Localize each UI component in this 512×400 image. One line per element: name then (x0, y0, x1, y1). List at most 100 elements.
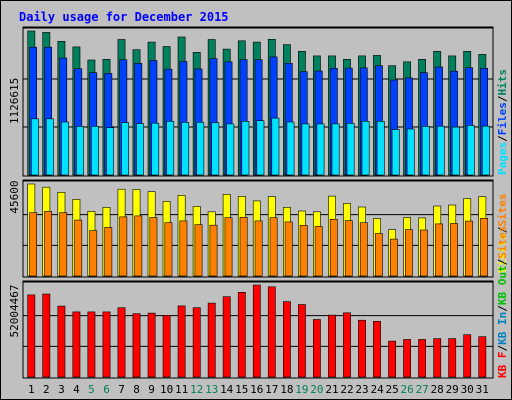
x-tick-label-day-17: 17 (265, 383, 278, 396)
top-bar-pages-day-10 (166, 121, 175, 176)
bottom-bar-kb-f-day-5 (87, 311, 96, 378)
middle-bar-sites-day-14 (224, 217, 233, 277)
x-tick-label-day-9: 9 (148, 383, 155, 396)
bottom-bar-kb-f-day-19 (297, 304, 306, 378)
top-bar-pages-day-28 (436, 125, 445, 176)
bottom-bar-kb-f-day-12 (192, 307, 201, 378)
x-tick-label-day-11: 11 (175, 383, 188, 396)
x-tick-label-day-22: 22 (340, 383, 353, 396)
top-ytick-label: 1126615 (8, 78, 21, 124)
bottom-bar-kb-f-day-31 (478, 336, 487, 378)
legend-sep: / (496, 135, 509, 142)
middle-bar-sites-day-24 (374, 233, 383, 277)
middle-bar-sites-day-17 (269, 217, 278, 277)
bottom-ytick-label: 52004467 (8, 285, 21, 338)
middle-legend: Visits/Sites (496, 194, 509, 274)
x-axis-labels: 1 2 3 4 5 6 7 8 9 10 11 12 13 14 15 16 17 18 19 20 21 22 23 24 2… (28, 383, 489, 396)
legend-visits: Visits (496, 233, 509, 273)
legend-kbf: KB F (496, 352, 509, 379)
x-tick-label-day-20: 20 (310, 383, 323, 396)
x-tick-label-day-7: 7 (118, 383, 125, 396)
legend-sep: / (496, 305, 509, 312)
top-bar-pages-day-27 (421, 126, 430, 176)
x-tick-label-day-2: 2 (43, 383, 50, 396)
x-tick-label-day-16: 16 (250, 383, 263, 396)
bottom-bar-kb-f-day-14 (222, 296, 231, 378)
top-bar-pages-day-12 (196, 122, 205, 176)
top-bar-pages-day-15 (241, 121, 250, 176)
x-tick-label-day-14: 14 (220, 383, 234, 396)
legend-sites: Sites (496, 194, 509, 227)
middle-bar-sites-day-16 (254, 220, 263, 277)
top-bar-pages-day-6 (106, 127, 114, 176)
top-bar-pages-day-20 (316, 123, 325, 176)
top-legend: Pages/Files/Hits (496, 69, 509, 175)
bottom-bar-kb-f-day-2 (42, 293, 51, 378)
top-bar-pages-day-9 (151, 122, 160, 176)
legend-sites-bottom: Sites (496, 226, 509, 259)
top-bar-pages-day-21 (331, 123, 340, 176)
bottom-bar-kb-f-day-11 (177, 305, 186, 378)
x-tick-label-day-19: 19 (295, 383, 308, 396)
top-bar-pages-day-5 (91, 126, 99, 176)
top-bar-pages-day-23 (361, 121, 370, 176)
bottom-bar-kb-f-day-9 (147, 312, 156, 378)
bottom-legend: KB F/KB In/KB Out/Sites (496, 226, 509, 378)
x-tick-label-day-29: 29 (446, 383, 459, 396)
bottom-bar-kb-f-day-15 (237, 291, 246, 378)
x-tick-label-day-6: 6 (103, 383, 110, 396)
top-bar-pages-day-24 (376, 121, 385, 176)
middle-bar-sites-day-29 (450, 223, 458, 277)
middle-bar-sites-day-2 (44, 211, 52, 277)
x-tick-label-day-5: 5 (88, 383, 95, 396)
top-bar-pages-day-29 (451, 126, 460, 176)
top-bar-pages-day-26 (406, 128, 415, 176)
top-bar-pages-day-3 (61, 121, 69, 176)
middle-bar-sites-day-5 (89, 230, 98, 277)
x-tick-label-day-10: 10 (160, 383, 173, 396)
bottom-bar-kb-f-day-4 (72, 311, 81, 378)
bottom-bar-kb-f-day-22 (343, 312, 351, 378)
top-bar-pages-day-13 (211, 122, 220, 176)
bottom-bar-kb-f-day-7 (117, 307, 126, 378)
bottom-bar-kb-f-day-3 (57, 305, 66, 378)
legend-kbout: KB Out (496, 265, 509, 305)
x-tick-label-day-8: 8 (133, 383, 140, 396)
x-tick-label-day-13: 13 (205, 383, 218, 396)
x-tick-label-day-12: 12 (190, 383, 203, 396)
middle-bar-sites-day-9 (149, 217, 158, 277)
x-tick-label-day-15: 15 (235, 383, 248, 396)
x-tick-label-day-1: 1 (28, 383, 35, 396)
x-tick-label-day-4: 4 (73, 383, 80, 396)
middle-bar-sites-day-31 (480, 218, 488, 277)
bottom-bar-kb-f-day-17 (267, 286, 276, 378)
legend-sep: / (496, 258, 509, 265)
middle-bar-sites-day-11 (179, 220, 188, 277)
top-bar-pages-day-30 (466, 125, 475, 176)
x-tick-label-day-30: 30 (461, 383, 474, 396)
middle-bar-sites-day-22 (344, 220, 353, 277)
x-tick-label-day-28: 28 (431, 383, 444, 396)
middle-bar-sites-day-26 (404, 229, 413, 277)
top-bar-pages-day-1 (30, 118, 39, 176)
bottom-bar-kb-f-day-23 (358, 319, 366, 378)
legend-sep: / (496, 226, 509, 233)
bottom-bar-kb-f-day-27 (418, 339, 426, 378)
x-tick-label-day-26: 26 (400, 383, 413, 396)
bottom-bar-kb-f-day-25 (388, 340, 396, 378)
top-bar-pages-day-16 (256, 120, 265, 176)
legend-files: Files (496, 102, 509, 135)
top-bar-pages-day-2 (45, 118, 54, 176)
middle-bar-sites-day-7 (119, 216, 128, 277)
middle-bar-sites-day-8 (134, 215, 143, 277)
middle-bar-sites-day-4 (74, 219, 83, 277)
bottom-bar-kb-f-day-30 (463, 334, 472, 378)
middle-bar-sites-day-1 (29, 212, 37, 277)
middle-bar-sites-day-15 (239, 217, 248, 277)
middle-bar-sites-day-30 (465, 220, 473, 277)
x-tick-label-day-24: 24 (370, 383, 384, 396)
bottom-bar-kb-f-day-28 (433, 338, 442, 378)
bottom-bar-kb-f-day-29 (448, 338, 457, 378)
x-tick-label-day-27: 27 (416, 383, 429, 396)
